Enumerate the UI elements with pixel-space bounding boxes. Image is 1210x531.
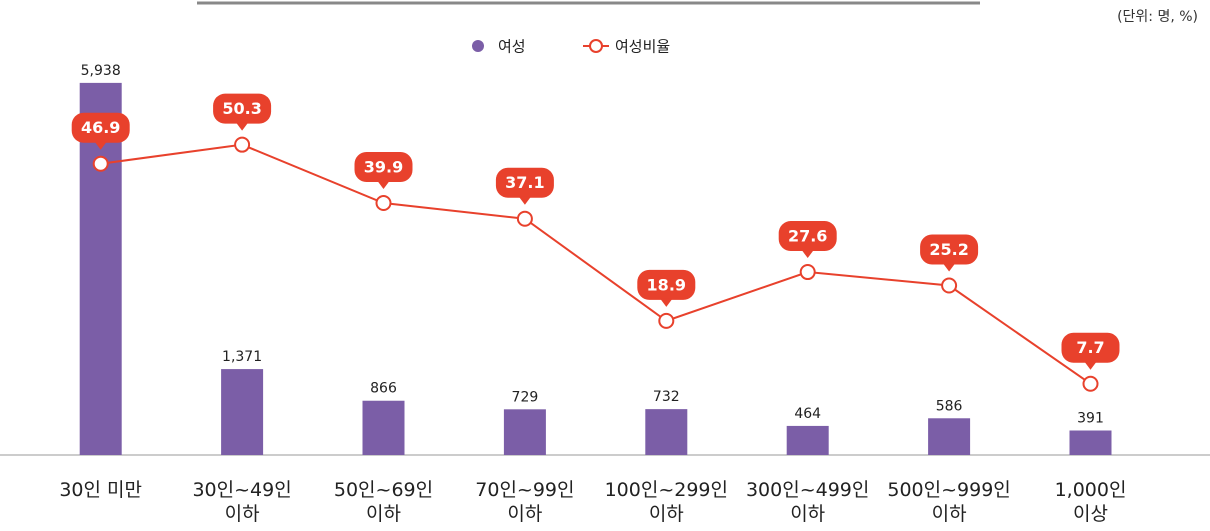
- bubble: [778, 221, 837, 252]
- bar-value-label: 391: [1077, 410, 1104, 426]
- bar-value-label: 729: [512, 389, 539, 405]
- line-marker: [516, 210, 533, 227]
- bubble-pointer: [236, 122, 249, 131]
- bar: [503, 409, 546, 455]
- bubble: [495, 167, 554, 198]
- bubble-pointer: [660, 298, 673, 307]
- bar: [1069, 430, 1112, 455]
- bar: [645, 409, 688, 455]
- bubble: [213, 93, 272, 124]
- line: [100, 143, 1092, 385]
- unit-note: (단위: 명, %): [1117, 9, 1198, 25]
- line-marker: [799, 264, 816, 281]
- bar-value-label: 586: [936, 398, 963, 414]
- line-marker: [941, 277, 958, 294]
- legend-marker: [589, 39, 603, 53]
- line-marker: [375, 195, 392, 212]
- x-tick-label: 70인~99인 이하: [475, 479, 575, 525]
- line-value-label: 46.9: [81, 118, 120, 137]
- bubble: [920, 234, 979, 265]
- line-marker: [92, 155, 109, 172]
- line-value-label: 18.9: [647, 275, 686, 294]
- x-tick-label: 1,000인 이상: [1054, 479, 1127, 525]
- bubble-pointer: [518, 196, 531, 205]
- x-tick-label: 100인~299인 이하: [604, 479, 728, 525]
- x-tick-label: 50인~69인 이하: [333, 479, 434, 525]
- line-value-label: 37.1: [505, 173, 544, 192]
- bubble: [71, 112, 130, 143]
- bar-value-label: 5,938: [81, 63, 121, 79]
- bar-value-label: 732: [653, 389, 680, 405]
- bubble-pointer: [1084, 361, 1097, 370]
- bar-value-label: 1,371: [222, 349, 262, 365]
- bar-value-label: 464: [794, 406, 821, 422]
- bubble-pointer: [801, 250, 814, 259]
- bubble: [354, 152, 413, 183]
- x-tick-label: 30인~49인 이하: [192, 479, 292, 525]
- line-value-label: 27.6: [788, 227, 827, 246]
- bar-value-label: 866: [370, 381, 397, 397]
- bar: [221, 369, 264, 455]
- bar: [928, 418, 971, 455]
- line-marker: [234, 136, 251, 153]
- bubble: [637, 269, 696, 300]
- bubble-pointer: [94, 141, 107, 150]
- line-value-label: 50.3: [222, 99, 261, 118]
- line-value-label: 7.7: [1076, 338, 1104, 357]
- line-value-label: 25.2: [929, 240, 968, 259]
- bubble-pointer: [377, 181, 390, 190]
- bubble-pointer: [943, 263, 956, 272]
- legend-label: 여성비율: [615, 38, 670, 56]
- x-tick-label: 30인 미만: [59, 479, 143, 501]
- legend-marker: [472, 40, 484, 52]
- line-value-label: 39.9: [364, 158, 403, 177]
- legend-label: 여성: [498, 38, 526, 56]
- line-marker: [1082, 375, 1099, 392]
- x-tick-label: 500인~999인 이하: [887, 479, 1011, 525]
- bar: [786, 425, 829, 455]
- bubble: [1061, 332, 1120, 363]
- line-marker: [658, 312, 675, 329]
- x-tick-label: 300인~499인 이하: [745, 479, 870, 525]
- bar: [362, 400, 405, 455]
